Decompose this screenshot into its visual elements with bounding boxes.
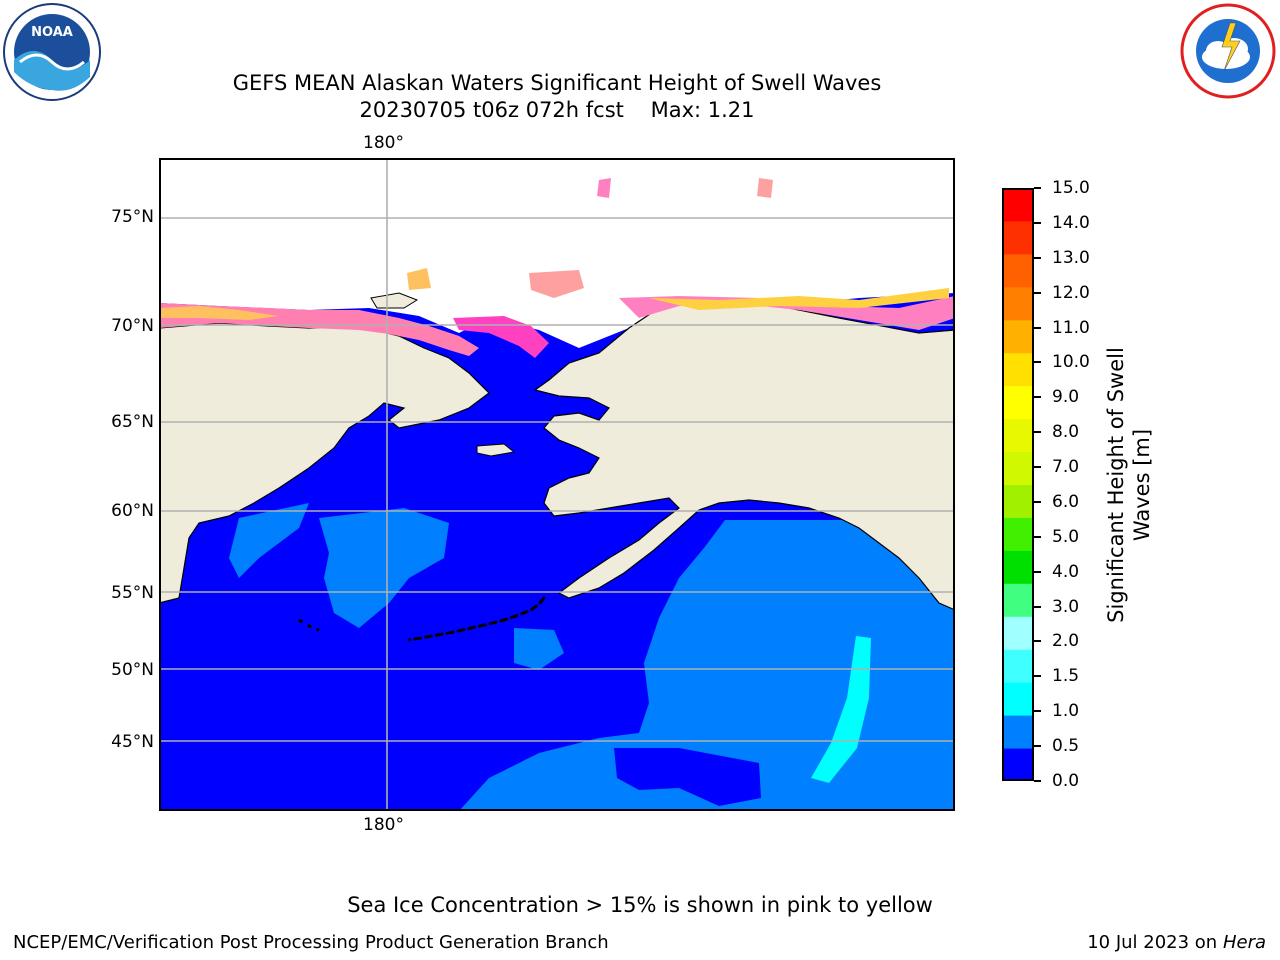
lat-label-65: 65°N [111,412,154,432]
colorbar-frame [1002,188,1034,781]
colorbar-bins [1002,188,1034,782]
colorbar-tick-mark [1034,361,1041,364]
colorbar-bin [1002,550,1034,584]
land-alaska [533,297,956,611]
swell-map [158,158,956,811]
colorbar-tick-mark [1034,710,1041,713]
lat-label-50: 50°N [111,660,154,680]
date-host: 10 Jul 2023 on Hera [1087,932,1266,954]
colorbar-tick-label: 0.0 [1052,771,1080,791]
colorbar-tick-mark [1034,640,1041,643]
colorbar-bin [1002,352,1034,387]
lon-label-top: 180° [363,133,404,153]
sea-ice-floe-3 [757,178,773,198]
colorbar-bin [1002,220,1034,255]
colorbar-tick-mark [1034,187,1041,189]
date-text: 10 Jul 2023 on [1087,932,1223,953]
sea-ice-floe-4 [407,268,431,290]
map-canvas [158,158,956,811]
colorbar-tick-mark [1034,326,1041,329]
colorbar-tick-label: 7.0 [1052,457,1080,478]
colorbar-tick-mark [1034,291,1041,294]
colorbar-tick-mark [1034,605,1041,608]
commander-islands [298,618,320,632]
colorbar-bin [1002,451,1034,485]
colorbar-tick-mark [1034,570,1041,573]
colorbar-bin [1002,517,1034,551]
noaa-logo: NOAA [2,2,102,102]
colorbar-label: Significant Height of Swell Waves [m] [1104,347,1154,623]
sea-ice-siberia-edge [159,306,279,320]
colorbar-bin [1002,748,1034,782]
colorbar [1002,188,1034,782]
colorbar-bin [1002,319,1034,354]
lat-label-55: 55°N [111,583,154,603]
colorbar-tick-label: 3.0 [1052,596,1080,617]
colorbar-tick-label: 1.0 [1052,701,1080,722]
sea-ice-floe-1 [529,270,584,298]
colorbar-tick-label: 12.0 [1052,282,1090,303]
colorbar-bin [1002,682,1034,716]
lat-label-45: 45°N [111,732,154,752]
colorbar-tick-mark [1034,396,1041,399]
lon-label-bottom: 180° [363,815,404,835]
colorbar-bin [1002,616,1034,650]
map-title: GEFS MEAN Alaskan Waters Significant Hei… [232,71,882,95]
colorbar-tick-mark [1034,256,1041,259]
land-st-lawrence [476,443,516,457]
credit-text: NCEP/EMC/Verification Post Processing Pr… [13,932,609,953]
colorbar-tick-label: 14.0 [1052,212,1090,233]
swell-medium-patch [514,628,564,670]
map-frame [159,158,955,811]
sea-ice-beaufort-edge [649,288,949,310]
swell-max-streak [811,636,871,783]
lat-label-60: 60°N [111,501,154,521]
colorbar-bin [1002,253,1034,288]
colorbar-bin [1002,188,1034,222]
sea-ice-floe-2 [597,178,611,198]
swell-medium-bering [319,508,449,628]
colorbar-tick-label: 8.0 [1052,422,1080,443]
aleutian-islands [407,596,546,642]
colorbar-tick-mark [1034,221,1041,224]
colorbar-tick-label: 6.0 [1052,491,1080,512]
host-name: Hera [1222,932,1266,953]
colorbar-tick-label: 5.0 [1052,526,1080,547]
colorbar-bin [1002,484,1034,518]
colorbar-tick-mark [1034,466,1041,469]
colorbar-tick-mark [1034,431,1041,434]
colorbar-tick-mark [1034,780,1041,782]
graticule [159,158,955,811]
colorbar-bin [1002,286,1034,321]
lat-label-75: 75°N [111,207,154,227]
colorbar-bin [1002,649,1034,683]
swell-low-pocket [614,748,761,806]
colorbar-tick-mark [1034,500,1041,503]
noaa-logo-text: NOAA [31,25,73,40]
swell-medium-kamchatka [229,503,309,578]
colorbar-bin [1002,583,1034,617]
map-subtitle: 20230705 t06z 072h fcst Max: 1.21 [359,98,755,122]
land-wrangel [370,292,419,309]
colorbar-tick-mark [1034,675,1041,678]
colorbar-bin [1002,418,1034,453]
nws-logo [1178,1,1278,101]
colorbar-tick-label: 1.5 [1052,666,1080,687]
colorbar-tick-label: 13.0 [1052,247,1090,268]
colorbar-tick-label: 0.5 [1052,736,1080,757]
colorbar-bin [1002,715,1034,749]
lat-label-70: 70°N [111,316,154,336]
colorbar-tick-label: 15.0 [1052,178,1090,198]
colorbar-bin [1002,385,1034,420]
colorbar-tick-label: 9.0 [1052,387,1080,408]
sea-ice-note: Sea Ice Concentration > 15% is shown in … [347,893,933,917]
sea-ice-central [453,316,549,358]
colorbar-tick-mark [1034,745,1041,748]
colorbar-tick-label: 10.0 [1052,352,1090,373]
colorbar-tick-label: 4.0 [1052,561,1080,582]
colorbar-tick-label: 11.0 [1052,317,1090,338]
colorbar-tick-mark [1034,535,1041,538]
colorbar-tick-label: 2.0 [1052,631,1080,652]
